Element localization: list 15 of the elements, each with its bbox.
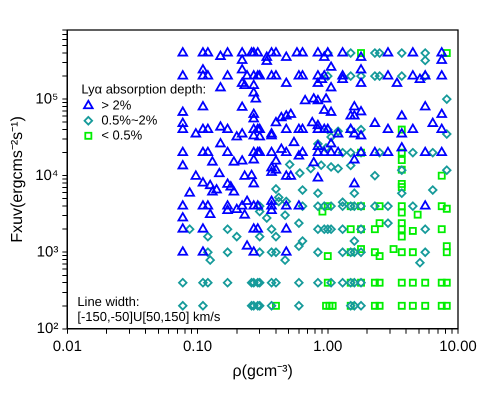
y-tick-label: 10³ bbox=[36, 243, 58, 260]
annotation: Line width: [-150,-50]U[50,150] km/s bbox=[77, 294, 221, 324]
x-tick-label: 0.10 bbox=[182, 338, 212, 355]
y-tick-label: 10⁴ bbox=[35, 166, 58, 184]
legend-label: 0.5%~2% bbox=[101, 112, 158, 128]
legend-label: < 0.5% bbox=[101, 127, 143, 142]
x-tick-label: 10.00 bbox=[439, 338, 477, 355]
x-tick-label: 1.00 bbox=[313, 338, 342, 355]
x-axis-title: ρ(gcm⁻³) bbox=[232, 362, 293, 380]
y-tick-label: 10² bbox=[36, 320, 58, 337]
legend-title: Lyα absorption depth: bbox=[81, 81, 206, 96]
y-tick-label: 10⁵ bbox=[35, 90, 58, 108]
y-axis-title: Fxuv(ergcms⁻²s⁻¹) bbox=[9, 116, 26, 243]
x-tick-label: 0.01 bbox=[52, 338, 82, 355]
legend-label: > 2% bbox=[101, 97, 132, 112]
